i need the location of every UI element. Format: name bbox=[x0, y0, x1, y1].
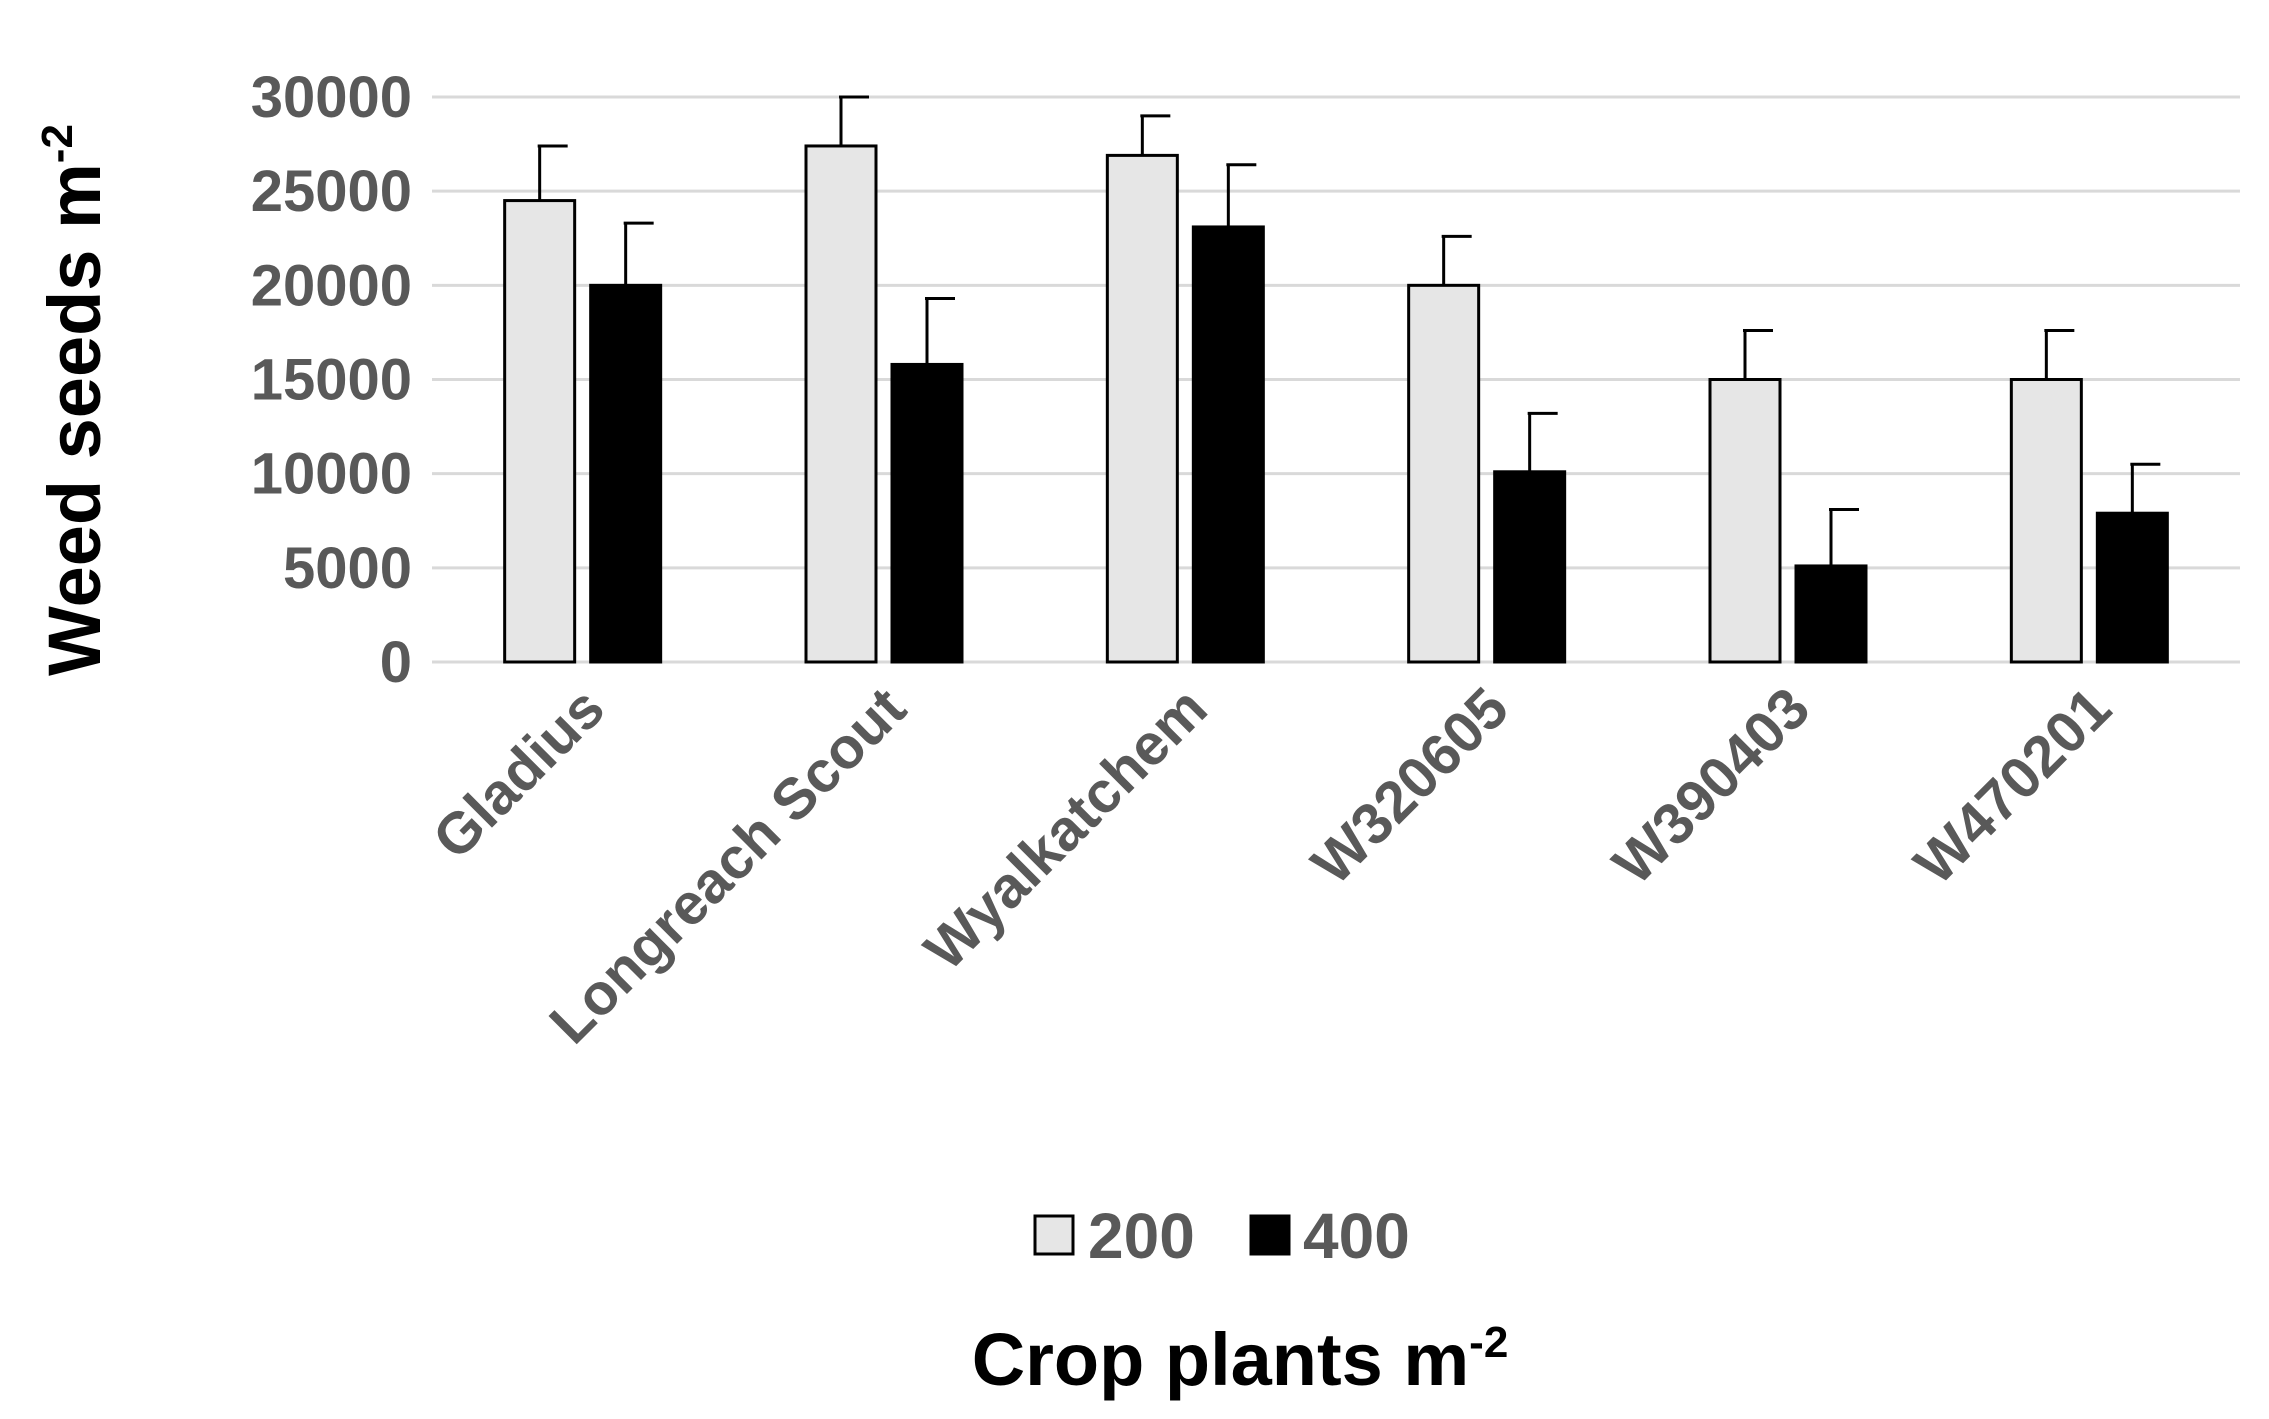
bar-400-2 bbox=[1191, 225, 1265, 664]
x-axis-title: Crop plants m-2 bbox=[972, 1318, 1509, 1401]
error-bar-400-4 bbox=[1829, 507, 1859, 566]
y-tick-label-6: 30000 bbox=[251, 65, 412, 130]
bar-200-0 bbox=[503, 199, 577, 664]
bar-400-0 bbox=[589, 283, 663, 664]
y-tick-label-4: 20000 bbox=[251, 253, 412, 318]
error-bar-400-0 bbox=[623, 221, 654, 286]
error-bar-400-3 bbox=[1527, 411, 1558, 472]
legend-label-200: 200 bbox=[1088, 1200, 1195, 1272]
y-tick-label-1: 5000 bbox=[283, 536, 412, 601]
bar-400-4 bbox=[1794, 564, 1868, 664]
bar-400-1 bbox=[890, 362, 964, 664]
y-axis-title: Weed seeds m-2 bbox=[33, 124, 116, 676]
error-bar-200-1 bbox=[839, 95, 869, 146]
error-bar-400-1 bbox=[925, 297, 955, 365]
error-bar-200-5 bbox=[2044, 329, 2075, 380]
x-axis-title-superscript: -2 bbox=[1469, 1318, 1508, 1367]
x-tick-label-0: Gladius bbox=[420, 675, 616, 871]
y-axis-title-text: Weed seeds m bbox=[33, 163, 116, 676]
y-tick-labels: 0 5000 10000 15000 20000 25000 30000 bbox=[251, 65, 412, 695]
x-tick-label-3: W320605 bbox=[1299, 675, 1521, 897]
legend-swatch-200 bbox=[1033, 1214, 1075, 1256]
bars bbox=[503, 144, 2169, 664]
legend-swatch-400 bbox=[1249, 1214, 1291, 1256]
x-tick-label-4: W390403 bbox=[1601, 675, 1823, 897]
x-tick-label-5: W470201 bbox=[1902, 675, 2124, 897]
bar-200-2 bbox=[1105, 153, 1179, 664]
legend-label-400: 400 bbox=[1303, 1200, 1410, 1272]
bar-400-3 bbox=[1493, 470, 1567, 664]
gridlines bbox=[432, 95, 2240, 664]
y-tick-label-5: 25000 bbox=[251, 159, 412, 224]
error-bar-200-3 bbox=[1441, 234, 1472, 286]
error-bar-200-2 bbox=[1140, 114, 1171, 156]
y-tick-label-2: 10000 bbox=[251, 442, 412, 507]
y-tick-label-0: 0 bbox=[380, 630, 412, 695]
bar-200-5 bbox=[2009, 378, 2083, 664]
error-bar-400-5 bbox=[2130, 462, 2161, 514]
error-bar-200-0 bbox=[537, 144, 568, 201]
bar-200-4 bbox=[1708, 378, 1782, 664]
y-axis-title-superscript: -2 bbox=[33, 124, 82, 163]
error-bars bbox=[537, 95, 2161, 566]
error-bar-200-4 bbox=[1743, 329, 1773, 380]
bar-200-1 bbox=[804, 144, 878, 664]
bar-400-5 bbox=[2095, 511, 2169, 664]
error-bar-400-2 bbox=[1226, 163, 1257, 227]
bar-200-3 bbox=[1407, 283, 1481, 664]
x-axis-title-text: Crop plants m bbox=[972, 1318, 1469, 1401]
x-tick-label-2: Wyalkatchem bbox=[912, 675, 1219, 982]
y-tick-label-3: 15000 bbox=[251, 348, 412, 413]
legend: 200 400 bbox=[1033, 1200, 1410, 1272]
